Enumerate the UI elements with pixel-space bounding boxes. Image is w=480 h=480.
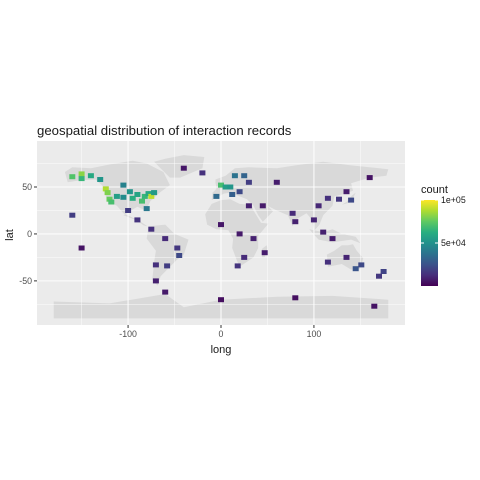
x-tick-label: -100 — [119, 329, 137, 339]
density-cell — [152, 262, 159, 268]
density-cell — [231, 173, 238, 179]
y-axis-title: lat — [4, 229, 16, 241]
density-cell — [259, 203, 266, 209]
density-cell — [104, 190, 111, 196]
plot-panel — [37, 141, 405, 325]
density-cell — [320, 229, 327, 235]
density-cell — [102, 186, 109, 192]
density-cell — [245, 203, 252, 209]
density-cell — [151, 190, 158, 196]
density-cell — [315, 203, 322, 209]
density-cell — [229, 192, 236, 197]
density-cell — [152, 278, 159, 284]
density-cell — [126, 189, 133, 195]
density-cell — [371, 303, 378, 309]
density-cell — [250, 236, 257, 242]
density-cell — [234, 263, 241, 269]
density-cell — [69, 212, 76, 218]
y-tick-label: 50 — [22, 182, 32, 192]
density-cell — [227, 184, 234, 190]
x-axis-title: long — [211, 344, 232, 356]
density-cell — [329, 236, 336, 242]
legend-colorbar — [421, 200, 438, 286]
density-cell — [139, 198, 145, 204]
density-cell — [134, 217, 141, 223]
density-cells-layer — [69, 165, 387, 309]
density-cell — [310, 217, 317, 223]
density-cell — [164, 263, 171, 269]
legend-title: count — [421, 184, 448, 196]
density-cell — [292, 295, 299, 301]
density-cell — [343, 189, 350, 195]
density-cell — [174, 245, 181, 251]
density-cell — [148, 226, 155, 232]
density-cell — [134, 192, 141, 197]
color-legend: count 5e+04 1e+05 — [421, 184, 466, 286]
density-cell — [261, 250, 268, 256]
density-cell — [148, 193, 155, 199]
density-cell — [162, 289, 169, 295]
density-cell — [69, 174, 76, 180]
density-cell — [78, 176, 85, 182]
density-cell — [113, 193, 120, 199]
density-cell — [366, 175, 373, 181]
density-cell — [343, 254, 350, 260]
density-cell — [145, 191, 152, 197]
density-cell — [241, 254, 248, 260]
density-cell — [324, 259, 331, 265]
density-cell — [236, 231, 243, 237]
density-cell — [87, 173, 94, 179]
legend-tick-label: 5e+04 — [441, 238, 466, 248]
density-cell — [78, 171, 85, 177]
density-cell — [292, 219, 299, 225]
density-cell — [324, 195, 331, 201]
density-cell — [336, 196, 342, 202]
density-cell — [78, 245, 85, 251]
land-europe-asia — [211, 161, 389, 232]
x-tick-label: 100 — [307, 329, 322, 339]
legend-ticks: 5e+04 1e+05 — [421, 195, 466, 248]
density-cell — [222, 184, 229, 190]
density-cell — [108, 199, 115, 205]
density-cell — [143, 206, 150, 212]
land-south-america — [146, 224, 189, 286]
density-cell — [380, 269, 387, 274]
density-cell — [213, 193, 220, 199]
y-tick-label: 0 — [27, 229, 32, 239]
land-japan — [341, 192, 356, 205]
density-cell — [218, 297, 224, 303]
density-cell — [245, 179, 252, 185]
density-cell — [162, 236, 169, 242]
axes: -100 0 100 50 0 -50 — [19, 182, 321, 339]
density-cell — [176, 253, 183, 258]
y-tick-label: -50 — [19, 276, 32, 286]
density-cell — [273, 179, 280, 185]
density-cell — [120, 194, 127, 200]
density-cell — [106, 196, 113, 202]
density-cell — [125, 208, 132, 213]
density-cell — [180, 165, 187, 171]
density-cell — [358, 262, 365, 268]
density-cell — [120, 182, 127, 188]
density-cell — [218, 182, 224, 188]
density-cell — [97, 177, 104, 182]
density-cell — [236, 189, 243, 195]
density-cell — [199, 170, 206, 176]
density-cell — [141, 193, 148, 199]
density-cell — [289, 210, 296, 216]
chart-title: geospatial distribution of interaction r… — [37, 123, 292, 138]
legend-tick-label: 1e+05 — [441, 195, 466, 205]
density-cell — [348, 197, 355, 203]
density-cell — [218, 222, 224, 228]
density-cell — [241, 173, 248, 179]
density-cell — [129, 195, 136, 201]
land-greenland — [154, 155, 205, 178]
x-tick-label: 0 — [219, 329, 224, 339]
density-cell — [376, 273, 382, 279]
density-cell — [352, 266, 359, 272]
